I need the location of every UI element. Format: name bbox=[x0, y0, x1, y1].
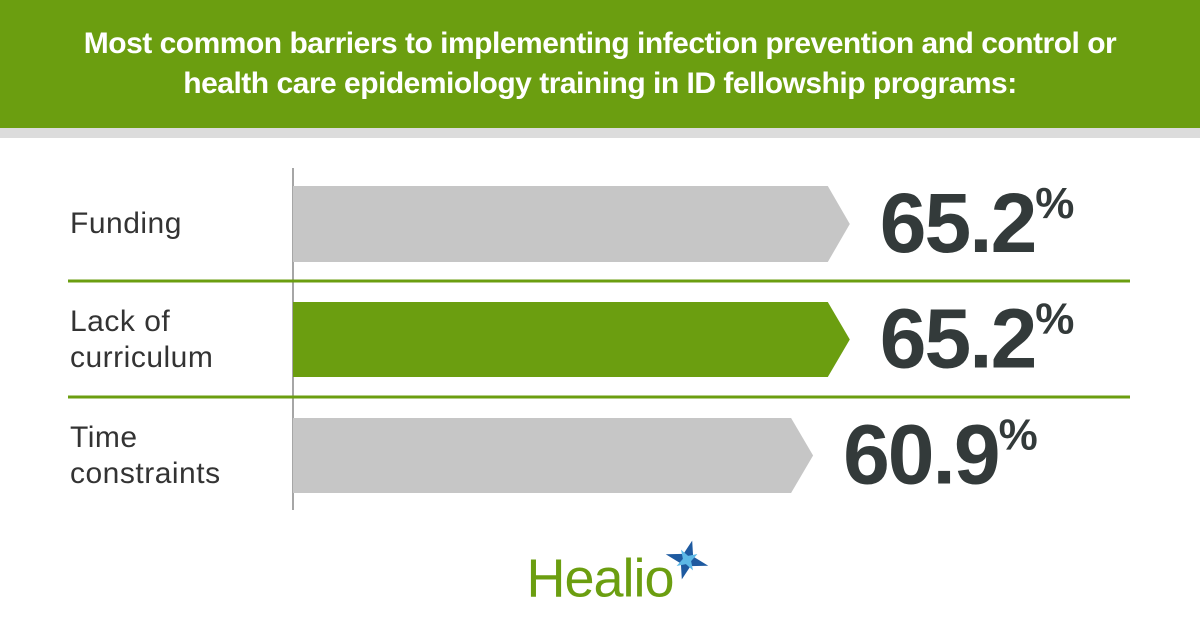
category-label: Time constraints bbox=[70, 420, 221, 490]
logo-star bbox=[665, 540, 709, 580]
bar bbox=[293, 186, 850, 262]
value-label: 60.9% bbox=[843, 408, 1036, 502]
bar bbox=[293, 418, 814, 493]
category-label: Lack of curriculum bbox=[70, 304, 214, 374]
logo-text: Healio bbox=[526, 548, 673, 608]
value-label: 65.2% bbox=[880, 176, 1074, 270]
value-label: 65.2% bbox=[880, 292, 1074, 386]
chart-title: Most common barriers to implementing inf… bbox=[83, 27, 1117, 100]
header-shadow bbox=[0, 128, 1200, 138]
bar bbox=[293, 302, 850, 377]
category-label: Funding bbox=[70, 207, 182, 240]
header-bar bbox=[0, 0, 1200, 128]
